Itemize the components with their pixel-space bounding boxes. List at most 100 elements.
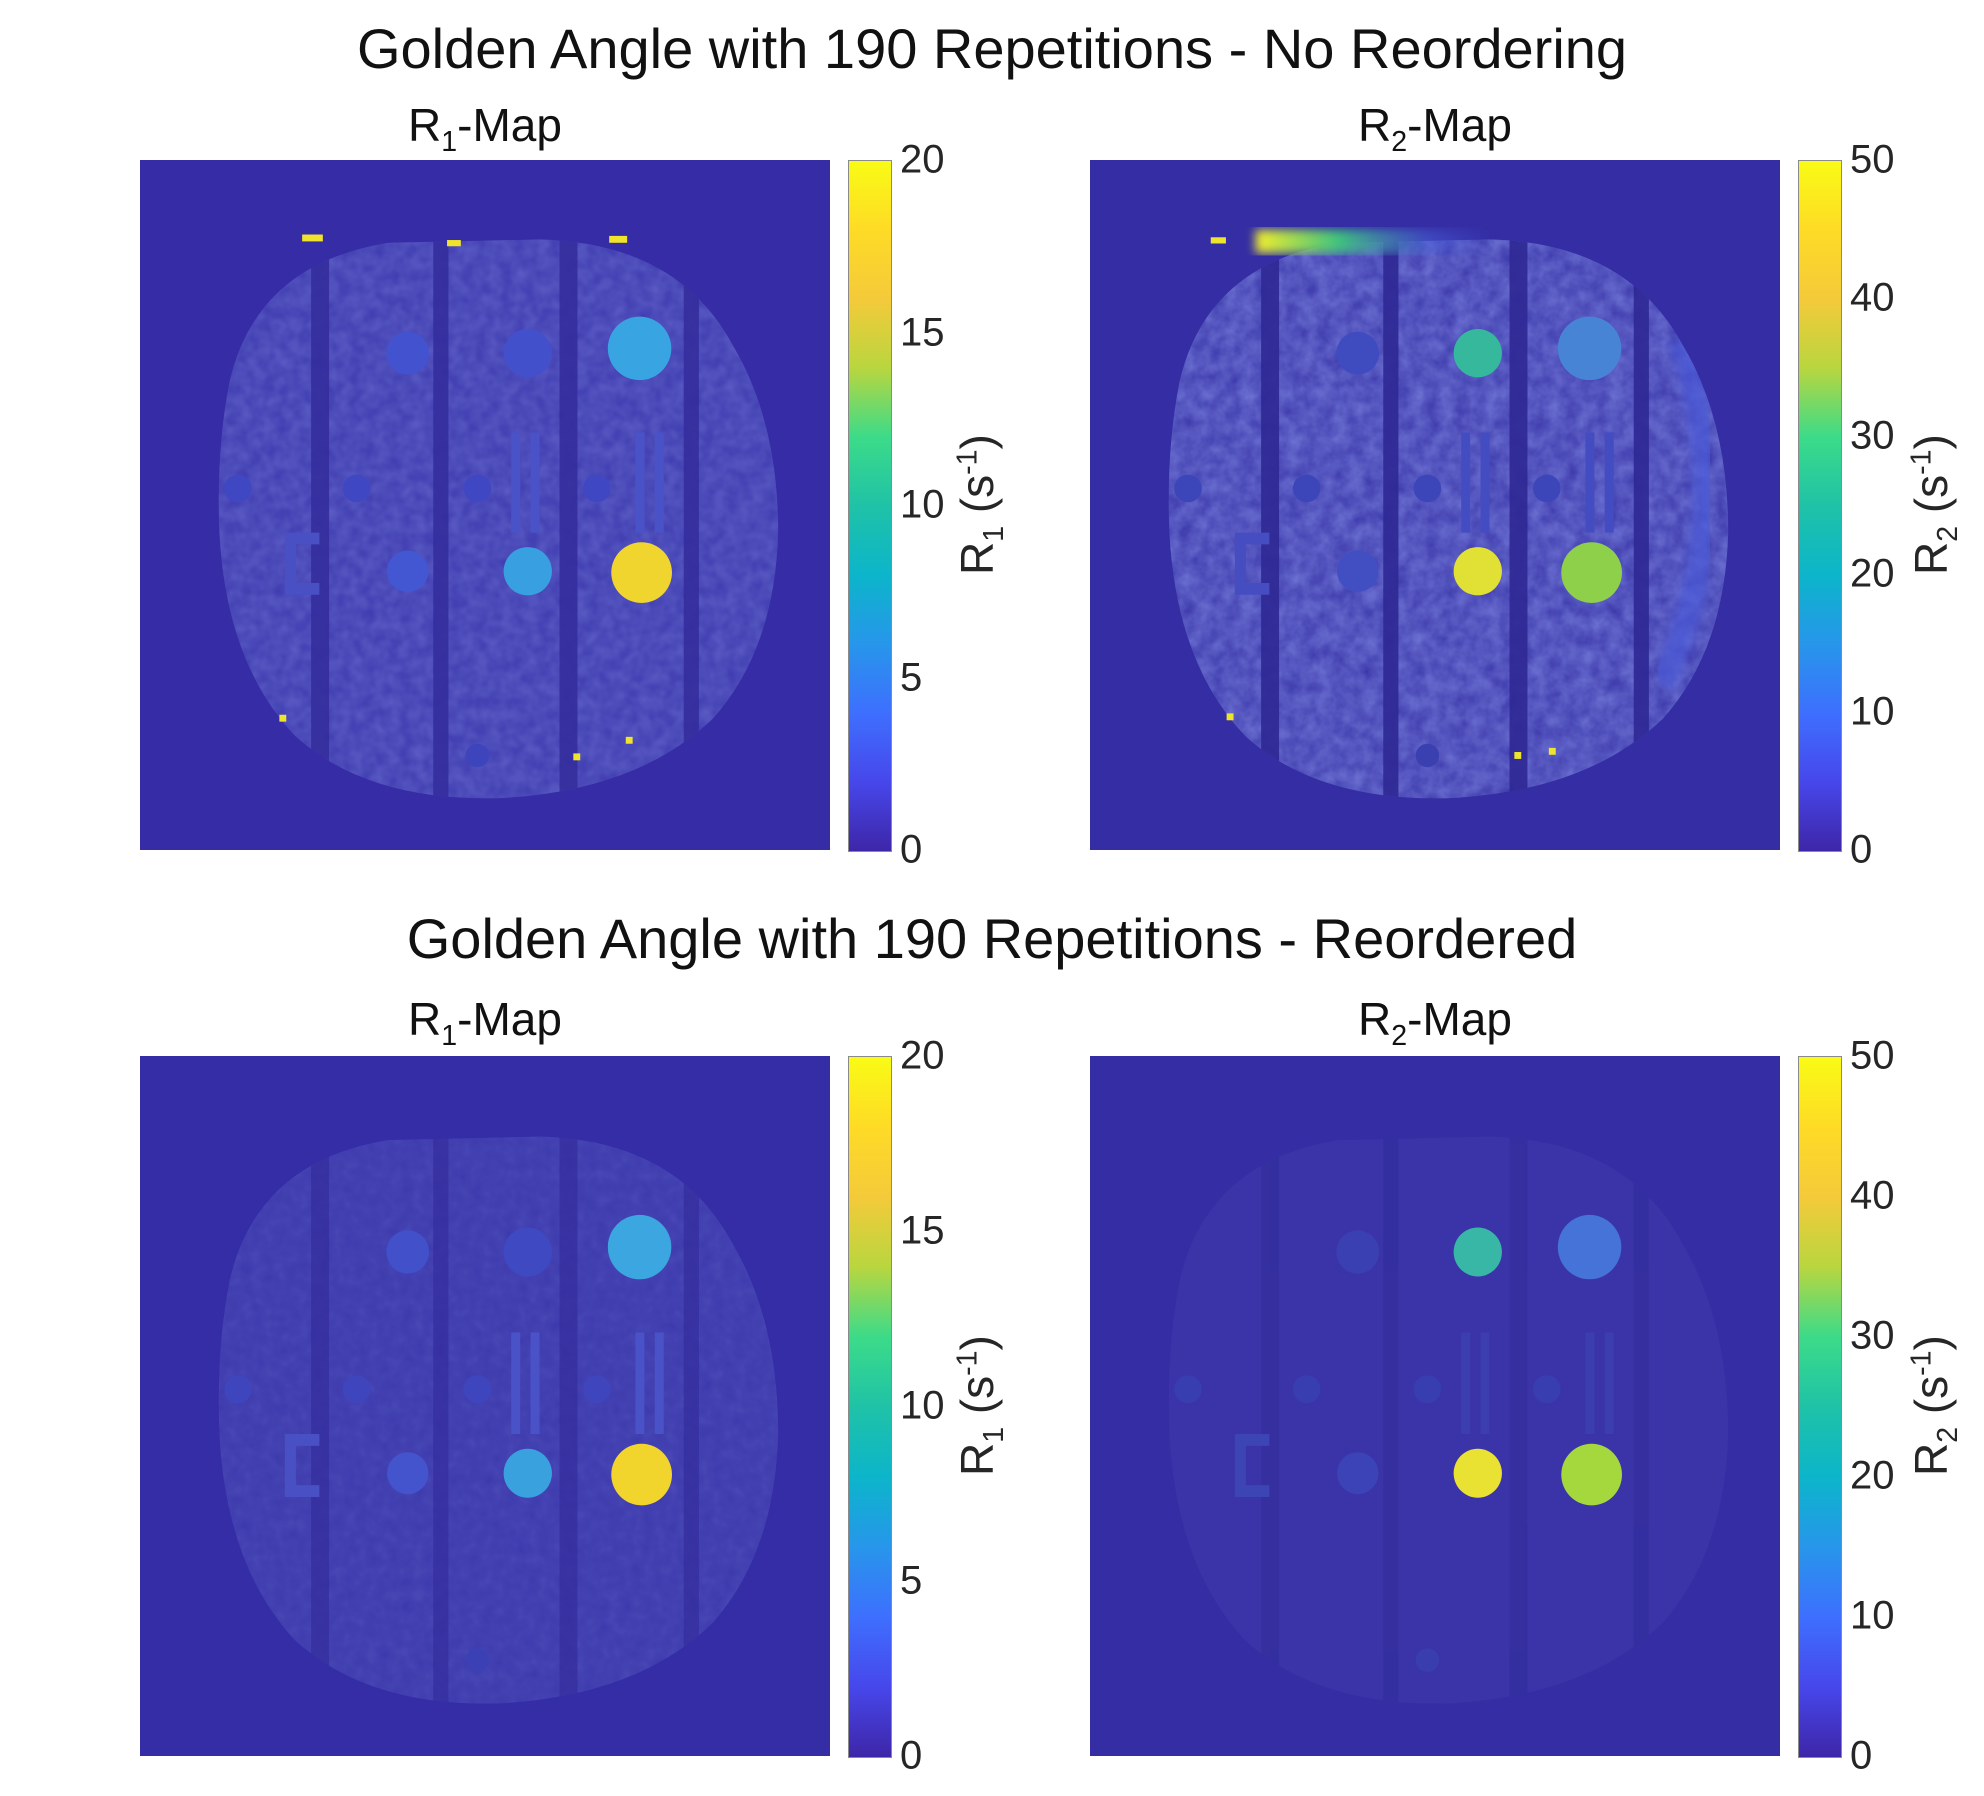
tick-label: 0 bbox=[900, 1733, 923, 1778]
heatmap-r2-noreorder bbox=[1090, 160, 1780, 850]
heatmap-r1-noreorder bbox=[140, 160, 830, 850]
vial-mid-1 bbox=[224, 1375, 252, 1404]
label-sub: 2 bbox=[1931, 526, 1964, 543]
tick-label: 10 bbox=[900, 482, 945, 527]
title-base: R bbox=[1358, 993, 1392, 1045]
tick-label: 5 bbox=[900, 1558, 923, 1603]
vial-low-mid bbox=[503, 1448, 552, 1498]
title-base: R bbox=[1358, 99, 1392, 151]
colorbar-r1-reordered bbox=[848, 1056, 892, 1758]
tick-label: 0 bbox=[900, 827, 923, 872]
figure-title-reordered: Golden Angle with 190 Repetitions - Reor… bbox=[406, 907, 1578, 970]
vial-top-small bbox=[1336, 331, 1380, 375]
vial-top-right bbox=[1557, 1214, 1622, 1280]
vial-bottom-small bbox=[1415, 1648, 1440, 1672]
label-sup: -1 bbox=[951, 1350, 984, 1377]
artifact-speckles bbox=[279, 234, 633, 761]
heatmap-r2-reordered bbox=[1090, 1056, 1780, 1756]
vial-top-small bbox=[386, 331, 430, 375]
label-sup: -1 bbox=[1905, 449, 1938, 476]
title-sub: 1 bbox=[441, 1020, 458, 1053]
label-end: ) bbox=[1904, 1335, 1957, 1351]
tick-label: 40 bbox=[1850, 275, 1895, 320]
tick-label: 20 bbox=[900, 1033, 945, 1078]
vial-mid-1 bbox=[1174, 474, 1202, 503]
title-rest: -Map bbox=[457, 99, 562, 151]
tick-label: 15 bbox=[900, 1208, 945, 1253]
tick-label: 30 bbox=[1850, 1313, 1895, 1358]
vial-low-mid bbox=[503, 547, 552, 596]
title-sub: 2 bbox=[1391, 126, 1408, 159]
label-sub: 1 bbox=[977, 1427, 1010, 1444]
colorbar-axis-label: R1 (s-1) bbox=[949, 1336, 1010, 1477]
vial-mid-3 bbox=[463, 474, 492, 503]
tick-label: 15 bbox=[900, 310, 945, 354]
vial-bottom-small bbox=[465, 743, 490, 768]
tick-label: 10 bbox=[1850, 1593, 1895, 1638]
title-base: R bbox=[408, 993, 442, 1045]
vial-top-right bbox=[607, 316, 672, 381]
grid-stripes bbox=[1261, 1136, 1649, 1704]
slot-markers bbox=[1461, 432, 1614, 533]
vial-mid-2 bbox=[342, 1375, 371, 1404]
colorbar-axis-label: R1 (s-1) bbox=[949, 435, 1010, 576]
tick-label: 5 bbox=[900, 655, 923, 699]
label-mid: (s bbox=[1904, 475, 1957, 527]
label-sup: -1 bbox=[951, 449, 984, 476]
top-artifact-band bbox=[1255, 229, 1491, 254]
vial-mid-4 bbox=[1532, 1375, 1561, 1404]
title-rest: -Map bbox=[457, 993, 562, 1045]
panel-title-r2-reordered: R2-Map bbox=[1090, 992, 1780, 1053]
colorbar-label-r1-noreorder: R1 (s-1) bbox=[949, 160, 1010, 850]
vial-top-mid bbox=[1453, 1227, 1502, 1277]
panel-title-r1-noreorder: R1-Map bbox=[140, 98, 830, 159]
bracket-marker bbox=[1234, 1434, 1270, 1497]
tick-label: 20 bbox=[900, 137, 945, 182]
colorbar-ticks-r2-reordered: 50 40 30 20 10 0 bbox=[1850, 1034, 1960, 1778]
label-sub: 1 bbox=[977, 526, 1010, 543]
label-base: R bbox=[1904, 542, 1957, 576]
tick-label: 0 bbox=[1850, 1733, 1873, 1778]
vial-mid-3 bbox=[1413, 474, 1442, 503]
grid-stripes bbox=[1261, 239, 1649, 799]
vial-mid-2 bbox=[342, 474, 371, 503]
label-mid: (s bbox=[950, 1376, 1003, 1428]
title-rest: -Map bbox=[1407, 993, 1512, 1045]
label-end: ) bbox=[1904, 434, 1957, 450]
title-sub: 1 bbox=[441, 126, 458, 159]
title-sub: 2 bbox=[1391, 1020, 1408, 1053]
title-base: R bbox=[408, 99, 442, 151]
tick-label: 20 bbox=[1850, 551, 1895, 596]
vial-mid-3 bbox=[1413, 1375, 1442, 1404]
vial-mid-4 bbox=[1532, 474, 1561, 503]
bracket-marker bbox=[284, 532, 320, 595]
colorbar-ticks-r2-noreorder: 50 40 30 20 10 0 bbox=[1850, 138, 1960, 872]
grid-stripes bbox=[311, 239, 699, 799]
colorbar-r2-reordered bbox=[1798, 1056, 1842, 1758]
bracket-marker bbox=[1234, 532, 1270, 595]
vial-top-mid bbox=[1453, 329, 1502, 378]
label-base: R bbox=[950, 1443, 1003, 1477]
slot-markers bbox=[511, 1332, 664, 1434]
vial-low-right bbox=[1561, 542, 1622, 603]
panel-title-r2-noreorder: R2-Map bbox=[1090, 98, 1780, 159]
tick-label: 40 bbox=[1850, 1173, 1895, 1218]
artifact-speckles bbox=[1210, 237, 1556, 759]
label-mid: (s bbox=[950, 475, 1003, 527]
panel-title-r1-reordered: R1-Map bbox=[140, 992, 830, 1053]
label-end: ) bbox=[950, 434, 1003, 450]
heatmap-r1-reordered bbox=[140, 1056, 830, 1756]
vial-top-small bbox=[1336, 1230, 1380, 1274]
vial-low-right bbox=[1561, 1443, 1622, 1506]
vial-mid-2 bbox=[1292, 474, 1321, 503]
vial-bottom-small bbox=[1415, 743, 1440, 768]
tick-label: 50 bbox=[1850, 137, 1895, 182]
vial-low-mid bbox=[1453, 547, 1502, 596]
title-rest: -Map bbox=[1407, 99, 1512, 151]
vial-top-mid bbox=[503, 329, 552, 378]
vial-low-small bbox=[1337, 1452, 1379, 1495]
label-sup: -1 bbox=[1905, 1350, 1938, 1377]
tick-label: 30 bbox=[1850, 413, 1895, 458]
bracket-marker bbox=[284, 1434, 320, 1497]
